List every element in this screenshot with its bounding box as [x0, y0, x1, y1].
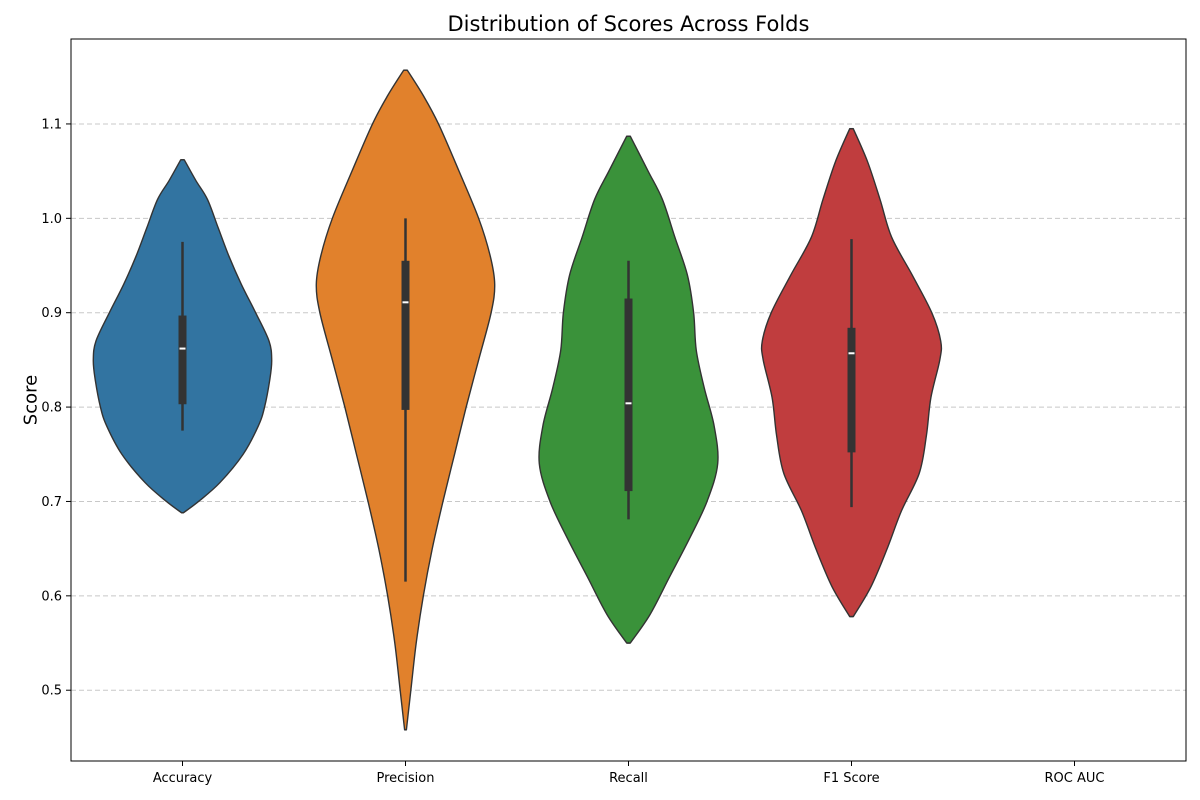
violin-group	[760, 127, 943, 618]
x-tick-label: Recall	[609, 771, 648, 786]
y-tick-label: 0.8	[41, 401, 62, 416]
chart-title: Distribution of Scores Across Folds	[448, 12, 810, 36]
x-tick-label: Accuracy	[153, 771, 213, 786]
y-tick-label: 1.0	[41, 212, 62, 227]
violin-group	[92, 159, 273, 514]
x-tick-label: Precision	[376, 771, 434, 786]
axis-ticks: 0.5 0.6 0.7 0.8 0.9 1.0 1.1 Accuracy Precision Re…	[41, 117, 1104, 786]
x-tick-label: F1 Score	[823, 771, 879, 786]
x-tick-label: ROC AUC	[1045, 771, 1105, 786]
y-tick-label: 1.1	[41, 117, 62, 132]
violin-group	[315, 69, 496, 731]
y-tick-label: 0.7	[41, 495, 62, 510]
violins	[92, 69, 943, 731]
iqr-box	[178, 315, 187, 405]
iqr-box	[624, 298, 633, 492]
violin-group	[538, 135, 719, 644]
iqr-box	[847, 327, 856, 453]
y-tick-label: 0.9	[41, 306, 62, 321]
y-tick-label: 0.5	[41, 684, 62, 699]
iqr-box	[401, 260, 410, 410]
y-tick-label: 0.6	[41, 589, 62, 604]
y-axis-label: Score	[20, 375, 41, 425]
